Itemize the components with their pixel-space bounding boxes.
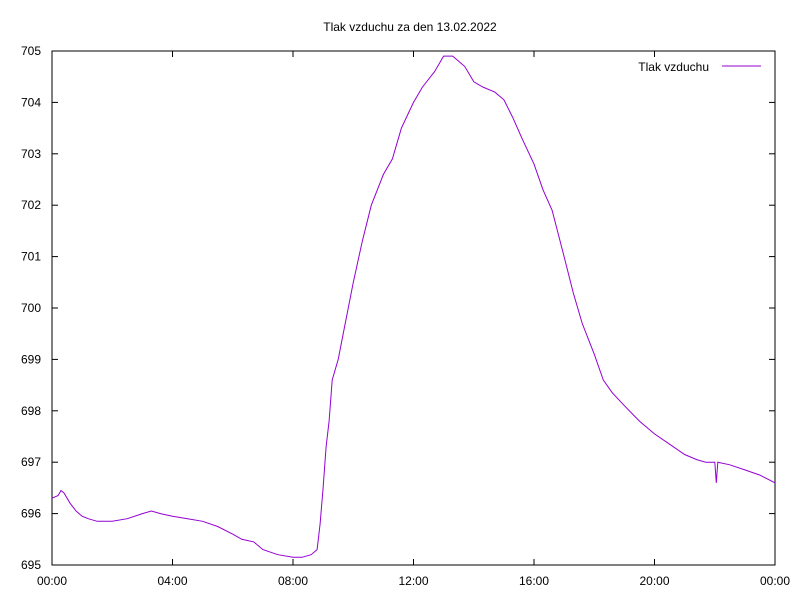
x-tick-label: 04:00 bbox=[157, 574, 187, 588]
x-tick-label: 16:00 bbox=[519, 574, 549, 588]
chart-title: Tlak vzduchu za den 13.02.2022 bbox=[323, 20, 497, 34]
y-tick-label: 699 bbox=[21, 352, 41, 366]
legend: Tlak vzduchu bbox=[638, 60, 761, 74]
y-tick-label: 700 bbox=[21, 301, 41, 315]
x-tick-label: 12:00 bbox=[398, 574, 428, 588]
series-line-tlak-vzduchu bbox=[51, 55, 776, 558]
axis-ticks: 695 696 697 698 699 700 701 702 703 704 705 00:00 04… bbox=[21, 44, 790, 588]
y-tick-label: 695 bbox=[21, 558, 41, 572]
series-layer bbox=[51, 55, 776, 558]
x-tick-label: 08:00 bbox=[278, 574, 308, 588]
y-tick-label: 698 bbox=[21, 404, 41, 418]
y-tick-label: 702 bbox=[21, 198, 41, 212]
y-tick-label: 701 bbox=[21, 250, 41, 264]
y-tick-label: 697 bbox=[21, 455, 41, 469]
x-tick-label: 00:00 bbox=[760, 574, 790, 588]
y-tick-label: 705 bbox=[21, 44, 41, 58]
x-tick-label: 20:00 bbox=[639, 574, 669, 588]
y-tick-label: 696 bbox=[21, 507, 41, 521]
x-tick-label: 00:00 bbox=[37, 574, 67, 588]
legend-label: Tlak vzduchu bbox=[638, 60, 709, 74]
y-tick-label: 703 bbox=[21, 147, 41, 161]
y-tick-label: 704 bbox=[21, 95, 41, 109]
